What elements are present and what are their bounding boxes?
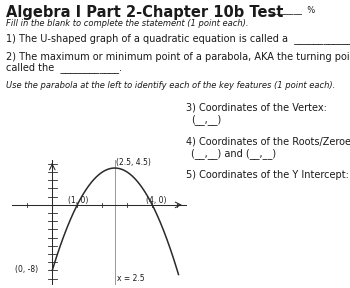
Text: (__,__): (__,__) xyxy=(191,114,221,125)
Text: (1, 0): (1, 0) xyxy=(68,196,88,205)
Text: (2.5, 4.5): (2.5, 4.5) xyxy=(116,158,151,167)
Text: 5) Coordinates of the Y Intercept:: 5) Coordinates of the Y Intercept: xyxy=(186,170,349,180)
Text: 4) Coordinates of the Roots/Zeroes:: 4) Coordinates of the Roots/Zeroes: xyxy=(186,136,350,146)
Text: Algebra I Part 2-Chapter 10b Test: Algebra I Part 2-Chapter 10b Test xyxy=(6,5,284,20)
Text: 1) The U-shaped graph of a quadratic equation is called a  ____________.: 1) The U-shaped graph of a quadratic equ… xyxy=(6,33,350,44)
Text: 3) Coordinates of the Vertex:: 3) Coordinates of the Vertex: xyxy=(186,102,327,112)
Text: x = 2.5: x = 2.5 xyxy=(117,274,144,283)
Text: (0, -8): (0, -8) xyxy=(15,265,38,274)
Text: 2) The maximum or minimum point of a parabola, AKA the turning point is: 2) The maximum or minimum point of a par… xyxy=(6,52,350,62)
Text: ________  %: ________ % xyxy=(268,5,315,14)
Text: (__,__) and (__,__): (__,__) and (__,__) xyxy=(191,148,276,159)
Text: (4, 0): (4, 0) xyxy=(146,196,167,205)
Text: called the  ____________.: called the ____________. xyxy=(6,62,122,73)
Text: Use the parabola at the left to identify each of the key features (1 point each): Use the parabola at the left to identify… xyxy=(6,81,335,90)
Text: Fill in the blank to complete the statement (1 point each).: Fill in the blank to complete the statem… xyxy=(6,19,248,28)
